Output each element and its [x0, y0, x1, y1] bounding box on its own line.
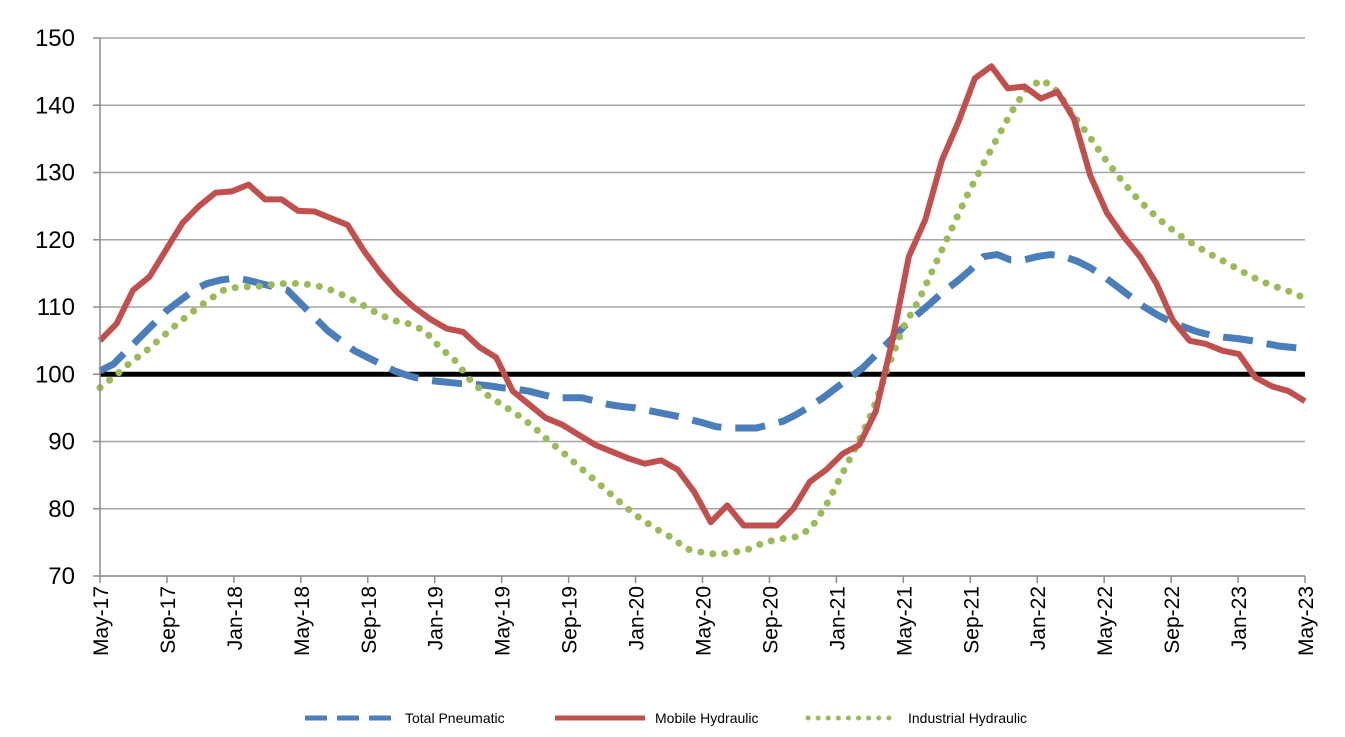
x-tick-label: Jan-22: [1027, 586, 1050, 650]
x-tick-label: Sep-21: [960, 586, 983, 654]
x-tick-label: Sep-17: [157, 586, 180, 654]
y-tick-label: 110: [37, 294, 75, 321]
x-tick-label: May-23: [1295, 586, 1318, 656]
x-tick-label: May-19: [492, 586, 515, 656]
x-tick-label: May-18: [291, 586, 314, 656]
series-line-industrial-hydraulic: [96, 76, 1309, 558]
x-tick-label: Jan-21: [826, 586, 849, 650]
x-axis-ticks: May-17 Sep-17 Jan-18 May-18 Sep-18 Jan-19 May-…: [90, 586, 1318, 656]
axes: [93, 37, 1306, 583]
x-tick-label: Jan-18: [224, 586, 247, 650]
y-tick-label: 130: [35, 160, 75, 187]
legend-label-industrial-hydraulic: Industrial Hydraulic: [908, 710, 1027, 726]
x-tick-label: May-20: [693, 586, 716, 656]
x-tick-label: Jan-23: [1228, 586, 1251, 650]
y-axis-ticks: 70 80 90 100 110 120 130 140 150: [35, 25, 75, 590]
x-tick-label: Sep-18: [358, 586, 381, 654]
y-tick-label: 90: [48, 429, 75, 456]
x-tick-label: May-17: [90, 586, 113, 656]
y-tick-label: 80: [48, 496, 75, 523]
y-tick-label: 100: [35, 361, 75, 388]
y-tick-label: 120: [35, 227, 75, 254]
series-line-total-pneumatic: [98, 251, 1306, 432]
x-tick-label: May-22: [1094, 586, 1117, 656]
y-tick-label: 150: [35, 25, 75, 52]
x-tick-label: Sep-20: [759, 586, 782, 654]
x-tick-label: Jan-20: [626, 586, 649, 650]
legend-label-mobile-hydraulic: Mobile Hydraulic: [655, 710, 758, 726]
x-tick-label: Sep-19: [559, 586, 582, 654]
x-tick-label: Sep-22: [1161, 586, 1184, 654]
legend: Total Pneumatic Mobile Hydraulic Industria…: [305, 710, 1027, 726]
y-tick-label: 140: [35, 92, 75, 119]
series-layer: [96, 63, 1309, 558]
series-line-mobile-hydraulic: [97, 63, 1307, 529]
gridlines: [100, 37, 1305, 577]
legend-label-total-pneumatic: Total Pneumatic: [405, 710, 505, 726]
x-tick-label: May-21: [893, 586, 916, 656]
x-tick-label: Jan-19: [425, 586, 448, 650]
y-tick-label: 70: [48, 563, 75, 590]
